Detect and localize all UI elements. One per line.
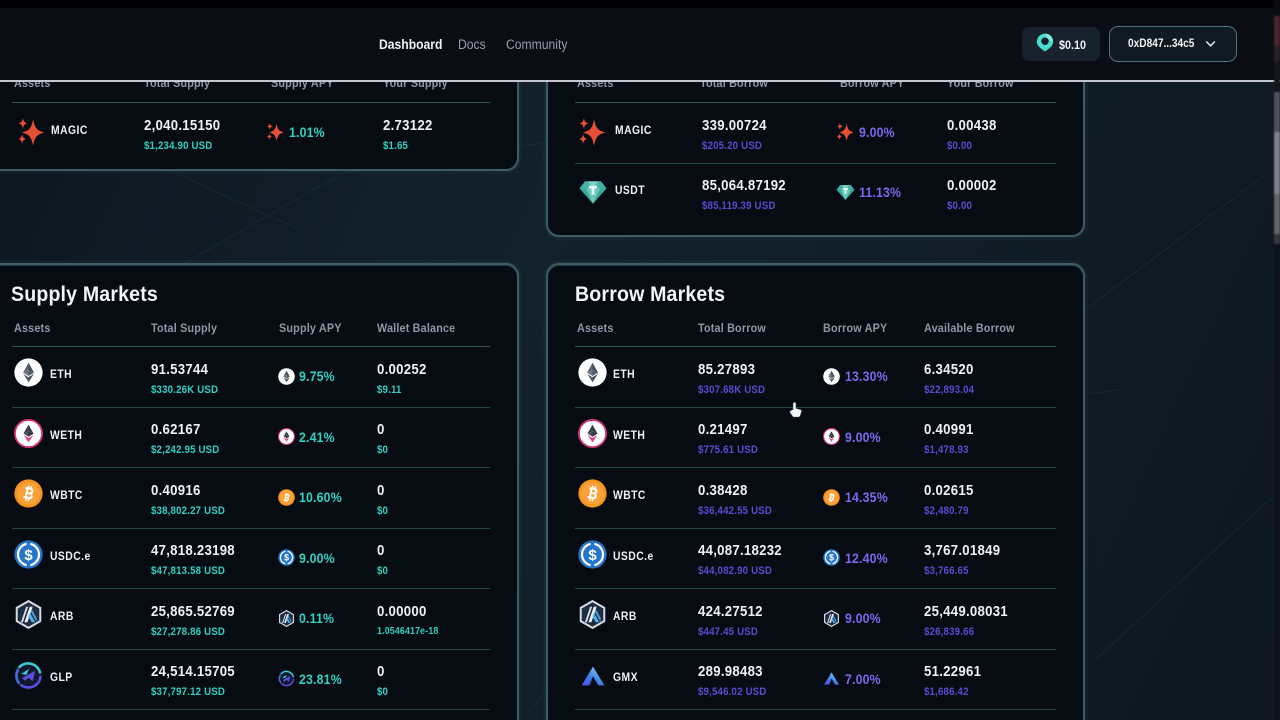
svg-text:$: $ — [24, 547, 33, 564]
svg-text:$: $ — [829, 553, 834, 563]
svg-text:$: $ — [284, 553, 289, 563]
svg-text:$: $ — [588, 547, 597, 564]
